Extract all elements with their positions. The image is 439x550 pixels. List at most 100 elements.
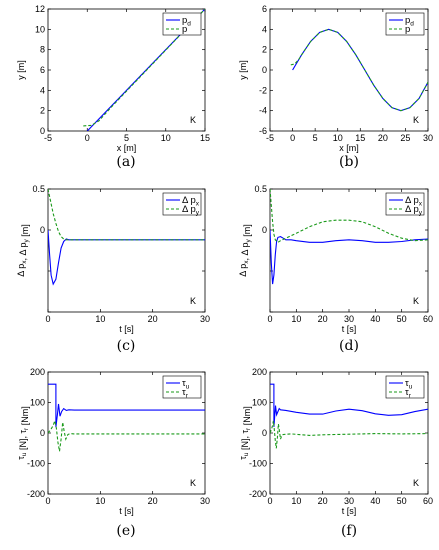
x-tick-label: 20 — [318, 496, 328, 506]
x-tick-label: 15 — [200, 133, 210, 143]
annotation-k: K — [413, 478, 419, 488]
x-tick-label: 10 — [95, 314, 105, 324]
legend-entry: τu — [405, 378, 413, 391]
y-axis-label: y [m] — [16, 60, 26, 80]
series-line-Δp_y — [270, 189, 428, 243]
legend-entry: τu — [182, 378, 190, 391]
y-tick-label: -100 — [249, 459, 267, 469]
y-axis-label: Δ px, Δ py [m] — [238, 224, 252, 277]
annotation-k: K — [413, 296, 419, 306]
x-tick-label: 10 — [333, 133, 343, 143]
x-axis-label: t [s] — [119, 506, 134, 516]
x-tick-label: 5 — [124, 133, 129, 143]
y-tick-label: 10 — [35, 24, 45, 34]
y-tick-label: 6 — [40, 65, 45, 75]
legend-entry: τr — [182, 387, 189, 400]
panel-e: 0 10 20 30 -200 -100 0 100 200 t [s] τu [N], τr [N… — [16, 367, 210, 539]
y-tick-label: 0 — [262, 428, 267, 438]
x-tick-label: 10 — [161, 133, 171, 143]
y-tick-label: 0 — [40, 225, 45, 235]
y-tick-label: 8 — [40, 45, 45, 55]
series-line-Δp_x — [48, 229, 205, 286]
x-axis-label: t [s] — [342, 324, 357, 334]
y-axis-label: y [m] — [238, 60, 248, 80]
x-tick-label: 0 — [267, 496, 272, 506]
panel-d: 0 10 20 30 40 50 60 0 0.5 t [s] Δ px, Δ py [m] Δ px… — [238, 184, 433, 354]
y-tick-label: 0 — [40, 126, 45, 136]
x-tick-label: -5 — [266, 133, 274, 143]
panel-c: 0 10 20 30 0 0.5 t [s] Δ px, Δ py [m] Δ pxΔ py K (… — [16, 184, 210, 354]
y-tick-label: 4 — [262, 24, 267, 34]
panel-caption: (c) — [117, 338, 136, 354]
y-tick-label: 100 — [252, 398, 267, 408]
panel-caption: (b) — [339, 154, 359, 170]
annotation-k: K — [190, 296, 196, 306]
y-tick-label: -200 — [249, 489, 267, 499]
series-line-τ_u — [270, 383, 428, 427]
x-tick-label: 20 — [378, 133, 388, 143]
legend-entry: pd — [182, 15, 191, 28]
y-tick-label: 6 — [262, 4, 267, 14]
series-line-Δp_y — [48, 189, 205, 241]
panel-caption: (f) — [341, 523, 357, 539]
y-tick-label: -6 — [259, 126, 267, 136]
x-tick-label: 0 — [267, 314, 272, 324]
x-axis-label: t [s] — [342, 506, 357, 516]
x-tick-label: 15 — [355, 133, 365, 143]
y-axis-label: τu [N], τr [Nm] — [16, 406, 30, 459]
x-tick-label: 60 — [423, 314, 433, 324]
x-axis-label: x [m] — [339, 143, 359, 153]
legend-entry: Δ py — [182, 204, 200, 217]
panel-caption: (a) — [116, 154, 135, 170]
x-tick-label: 0 — [290, 133, 295, 143]
x-tick-label: 30 — [200, 496, 210, 506]
annotation-k: K — [190, 478, 196, 488]
x-tick-label: 30 — [344, 314, 354, 324]
y-axis-label: Δ px, Δ py [m] — [16, 224, 30, 277]
y-tick-label: 0.5 — [32, 184, 45, 194]
x-tick-label: 10 — [291, 314, 301, 324]
legend-entry: p — [182, 24, 187, 35]
y-tick-label: 0 — [40, 428, 45, 438]
x-tick-label: 25 — [400, 133, 410, 143]
x-tick-label: 0 — [85, 133, 90, 143]
x-tick-label: 5 — [313, 133, 318, 143]
series-line-Δp_x — [270, 229, 428, 285]
y-tick-label: 0 — [262, 65, 267, 75]
y-tick-label: 100 — [30, 398, 45, 408]
x-tick-label: 40 — [370, 314, 380, 324]
x-tick-label: 30 — [423, 133, 433, 143]
panel-b: -5 0 5 10 15 20 25 30 -6 -4 -2 0 2 4 6 x [m] y [m] pdp K (b… — [238, 4, 433, 170]
x-tick-label: 50 — [397, 314, 407, 324]
x-tick-label: 10 — [95, 496, 105, 506]
y-tick-label: -200 — [27, 489, 45, 499]
legend-entry: Δ py — [405, 204, 423, 217]
x-tick-label: 30 — [344, 496, 354, 506]
x-tick-label: 20 — [148, 496, 158, 506]
y-tick-label: 200 — [252, 367, 267, 377]
x-tick-label: 0 — [45, 496, 50, 506]
series-line-τ_r — [270, 420, 428, 449]
x-tick-label: -5 — [44, 133, 52, 143]
y-tick-label: 0.5 — [254, 184, 267, 194]
y-tick-label: 2 — [262, 45, 267, 55]
y-tick-label: 4 — [40, 85, 45, 95]
legend-entry: pd — [405, 15, 414, 28]
x-tick-label: 0 — [45, 314, 50, 324]
x-tick-label: 30 — [200, 314, 210, 324]
annotation-k: K — [190, 115, 196, 125]
x-axis-label: t [s] — [119, 324, 134, 334]
x-tick-label: 50 — [397, 496, 407, 506]
x-tick-label: 60 — [423, 496, 433, 506]
x-tick-label: 20 — [148, 314, 158, 324]
x-tick-label: 40 — [370, 496, 380, 506]
legend-entry: Δ px — [405, 195, 423, 208]
x-tick-label: 10 — [291, 496, 301, 506]
series-line-p — [290, 28, 428, 112]
panel-f: 0 10 20 30 40 50 60 -200 -100 0 100 200 t [s] τu [N],… — [238, 367, 433, 539]
annotation-k: K — [413, 115, 419, 125]
y-axis-label: τu [N], τr [Nm] — [238, 406, 252, 459]
y-tick-label: 12 — [35, 4, 45, 14]
